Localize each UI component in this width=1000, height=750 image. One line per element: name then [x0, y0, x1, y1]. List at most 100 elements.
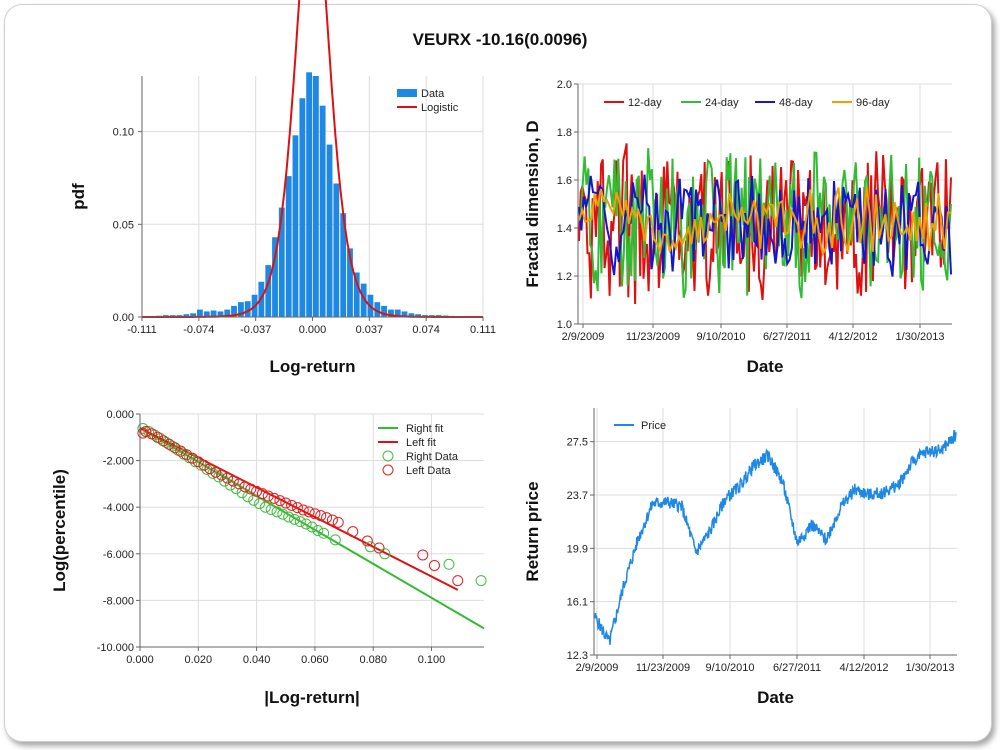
data-point	[417, 549, 429, 561]
x-tick-label: 6/27/2011	[773, 662, 821, 674]
histogram-bar	[333, 183, 340, 317]
data-point	[256, 488, 268, 500]
data-point	[364, 541, 376, 553]
histogram-bar	[196, 309, 203, 317]
data-point	[204, 463, 216, 475]
data-point	[475, 575, 487, 587]
y-tick-label: 2.0	[557, 79, 572, 91]
y-tick-label: 0.10	[113, 127, 134, 139]
fractal-panel: 2/9/2009 11/23/2009 9/10/2010 6/27/2011 4/12…	[523, 79, 952, 376]
histogram-bar	[217, 311, 224, 317]
histogram-bar	[278, 207, 285, 317]
x-tick-label: 2/9/2009	[576, 662, 619, 674]
data-point	[326, 514, 338, 526]
histogram-bar	[190, 313, 197, 317]
data-point	[443, 558, 455, 570]
histogram-bar	[353, 272, 360, 317]
data-point	[224, 479, 236, 491]
data-point	[286, 499, 298, 511]
data-point	[306, 521, 318, 533]
data-point	[265, 504, 277, 516]
data-point	[186, 452, 198, 464]
histogram-bar	[374, 302, 381, 317]
data-point	[157, 435, 169, 447]
histogram-bar	[415, 314, 422, 317]
x-tick-label: -0.074	[183, 324, 214, 336]
data-point	[277, 508, 289, 520]
y-tick-label: -4.000	[103, 502, 134, 514]
x-tick-label: 0.060	[301, 654, 329, 666]
data-point	[163, 438, 175, 450]
y-axis-label: Return price	[523, 481, 542, 581]
x-tick-label: 0.111	[470, 324, 496, 336]
data-point	[242, 491, 254, 503]
page-title: VEURX -10.16(0.0096)	[412, 30, 588, 49]
legend-label-data: Data	[421, 88, 445, 100]
histogram-bar	[306, 72, 313, 318]
y-tick-label: 0.00	[113, 312, 134, 324]
fit-line-Left fit	[139, 427, 459, 591]
x-axis-label: |Log-return|	[264, 688, 359, 707]
data-point	[137, 422, 149, 434]
x-tick-label: 0.074	[412, 324, 440, 336]
data-point	[271, 506, 283, 518]
legend-label-96-day: 96-day	[856, 97, 890, 109]
x-tick-label: 6/27/2011	[763, 331, 811, 343]
x-tick-label: 0.100	[418, 654, 446, 666]
data-point	[318, 527, 330, 539]
histogram-bar	[238, 302, 244, 317]
data-point	[219, 475, 231, 487]
data-point	[309, 508, 321, 520]
data-point	[233, 478, 245, 490]
data-point	[175, 445, 187, 457]
y-axis-label: Log(percentile)	[50, 469, 69, 592]
histogram-panel: -0.111 -0.074 -0.037 0.000 0.037 0.074 0.111 0.…	[69, 0, 496, 376]
histogram-bar	[340, 213, 347, 317]
data-point	[329, 534, 341, 546]
x-tick-label: 11/23/2009	[626, 331, 680, 343]
data-point	[428, 559, 440, 571]
x-tick-label: 0.037	[356, 324, 384, 336]
histogram-bar	[272, 237, 278, 317]
y-tick-label: 19.9	[567, 543, 588, 555]
x-tick-label: -0.111	[127, 324, 157, 336]
data-point	[143, 425, 155, 437]
legend-label-24-day: 24-day	[705, 97, 739, 109]
y-axis-label: pdf	[69, 183, 88, 210]
data-point	[303, 506, 315, 518]
legend-label-48-day: 48-day	[779, 97, 813, 109]
data-point	[373, 542, 385, 554]
histogram-bar	[394, 309, 401, 317]
y-tick-label: 1.6	[557, 175, 572, 187]
data-point	[291, 502, 303, 514]
data-point	[262, 490, 274, 502]
histogram-bar	[285, 176, 292, 317]
data-point	[245, 483, 257, 495]
data-point	[251, 485, 263, 497]
legend-swatch-data	[397, 89, 417, 97]
x-tick-label: 9/10/2010	[697, 331, 746, 343]
y-tick-label: -2.000	[103, 456, 134, 468]
data-point	[140, 425, 152, 437]
series-line-96-day	[578, 186, 952, 257]
data-point	[221, 472, 233, 484]
histogram-bar	[347, 248, 353, 317]
data-point	[259, 501, 271, 513]
x-tick-label: 0.000	[126, 654, 154, 666]
histogram-bar	[381, 305, 387, 317]
y-axis-label: Fractal dimension, D	[523, 120, 542, 287]
data-point	[210, 466, 222, 478]
data-point	[254, 498, 266, 510]
x-tick-label: 4/12/2012	[829, 331, 878, 343]
y-tick-label: 23.7	[567, 490, 588, 502]
legend-label-Left fit: Left fit	[406, 437, 436, 449]
data-point	[379, 548, 391, 560]
data-point	[283, 511, 295, 523]
data-point	[289, 513, 301, 525]
data-point	[268, 492, 280, 504]
x-axis-label: Date	[747, 357, 784, 376]
histogram-bar	[299, 98, 306, 317]
data-point	[216, 469, 228, 481]
y-tick-label: -8.000	[103, 595, 134, 607]
